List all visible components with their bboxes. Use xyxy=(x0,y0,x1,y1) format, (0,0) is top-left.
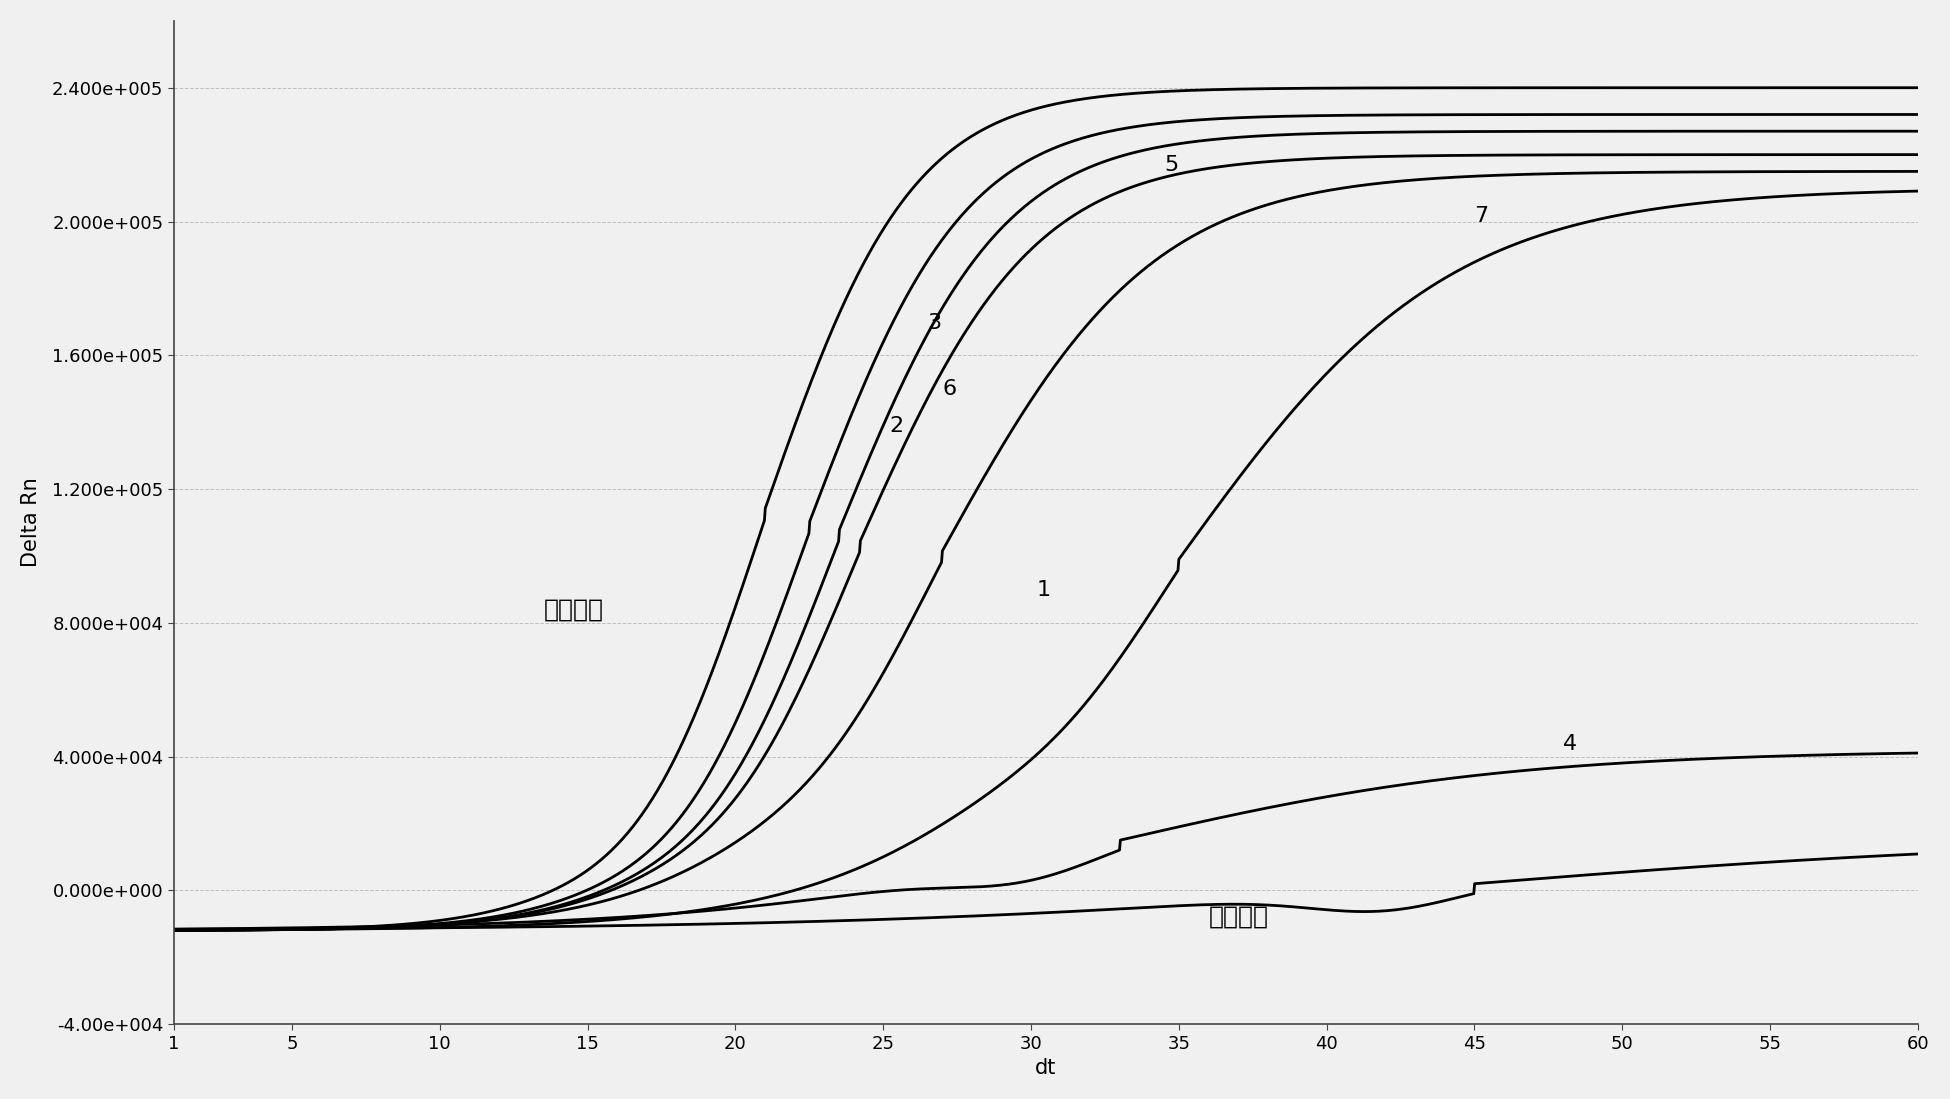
Text: 7: 7 xyxy=(1474,206,1488,225)
Text: 阴性对照: 阴性对照 xyxy=(544,597,603,621)
Text: 阳性对照: 阳性对照 xyxy=(1209,904,1268,929)
Text: 5: 5 xyxy=(1164,155,1178,176)
Text: 3: 3 xyxy=(928,312,942,333)
Text: 6: 6 xyxy=(942,379,956,399)
X-axis label: dt: dt xyxy=(1035,1058,1057,1078)
Y-axis label: Delta Rn: Delta Rn xyxy=(21,478,41,567)
Text: 1: 1 xyxy=(1037,580,1051,600)
Text: 4: 4 xyxy=(1564,734,1578,754)
Text: 2: 2 xyxy=(889,417,903,436)
